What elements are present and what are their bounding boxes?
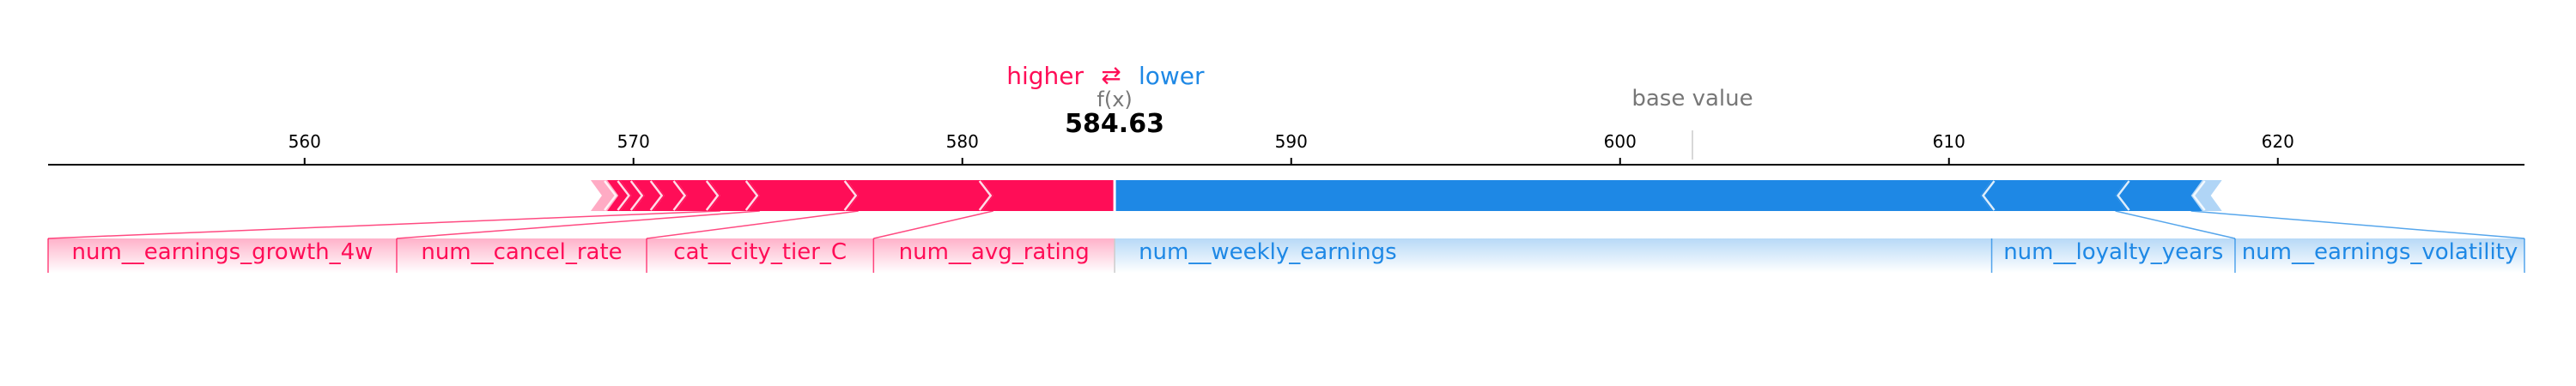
tick-label: 590 bbox=[1275, 131, 1308, 152]
feature-label: num__earnings_volatility bbox=[2242, 239, 2518, 265]
segment-separator bbox=[649, 180, 664, 211]
tick-label: 600 bbox=[1604, 131, 1637, 152]
label-connector bbox=[2190, 210, 2525, 239]
label-connector bbox=[646, 210, 859, 239]
negative-segment-bar bbox=[2115, 180, 2202, 211]
positive-segment-bar bbox=[748, 180, 859, 211]
label-gradient-fill bbox=[1991, 238, 2235, 273]
label-connector bbox=[396, 210, 760, 239]
negative-segment-bar bbox=[1115, 180, 1992, 211]
label-connector bbox=[2115, 210, 2236, 239]
label-gradient-fill bbox=[2234, 238, 2524, 273]
label-gradients bbox=[48, 238, 2524, 273]
segment-separators bbox=[604, 180, 2206, 211]
segment-separator bbox=[705, 180, 720, 211]
tick-label: 620 bbox=[2262, 131, 2294, 152]
positive-segment-bar bbox=[607, 180, 632, 211]
force-bars bbox=[590, 180, 2222, 211]
tick-label: 580 bbox=[946, 131, 979, 152]
label-gradient-fill bbox=[1115, 238, 1992, 273]
segment-separator bbox=[629, 180, 644, 211]
legend: higher ⇄ lower bbox=[1006, 61, 1205, 90]
segment-separator bbox=[843, 180, 858, 211]
segment-separator bbox=[1981, 180, 1996, 211]
positive-segment-bar bbox=[847, 180, 993, 211]
feature-label: num__earnings_growth_4w bbox=[72, 239, 374, 265]
segment-separator bbox=[2116, 180, 2130, 211]
label-connector bbox=[873, 210, 993, 239]
segment-separator bbox=[604, 180, 617, 211]
positive-segment-bar bbox=[620, 180, 645, 211]
label-gradient-fill bbox=[873, 238, 1115, 273]
legend-arrows-icon: ⇄ bbox=[1101, 61, 1121, 89]
feature-label: num__avg_rating bbox=[899, 239, 1090, 265]
feature-label: cat__city_tier_C bbox=[673, 239, 847, 265]
label-gradient-fill bbox=[48, 238, 397, 273]
feature-label: num__loyalty_years bbox=[2003, 239, 2223, 265]
label-gradient-fill bbox=[647, 238, 874, 273]
feature-label: num__weekly_earnings bbox=[1139, 239, 1397, 265]
positive-segment-bar bbox=[590, 180, 619, 211]
legend-higher-label: higher bbox=[1006, 62, 1084, 90]
output-value: 584.63 bbox=[1065, 109, 1164, 139]
output-label: f(x) bbox=[1097, 87, 1132, 112]
positive-segment-bar bbox=[981, 180, 1115, 211]
positive-segment-bar bbox=[708, 180, 760, 211]
tick-label: 570 bbox=[617, 131, 650, 152]
segment-separator bbox=[2192, 180, 2206, 211]
segment-separator bbox=[978, 180, 993, 211]
label-connector bbox=[47, 210, 720, 239]
negative-segment-bar bbox=[1980, 180, 2127, 211]
label-gradient-fill bbox=[396, 238, 647, 273]
feature-label: num__cancel_rate bbox=[421, 239, 622, 265]
positive-segment-bar bbox=[676, 180, 720, 211]
segment-separator bbox=[744, 180, 759, 211]
segment-separator bbox=[672, 180, 687, 211]
segment-separator bbox=[617, 180, 630, 211]
label-connectors bbox=[47, 210, 2525, 273]
feature-labels: num__earnings_growth_4w num__cancel_rate c… bbox=[72, 239, 2518, 265]
legend-lower-label: lower bbox=[1139, 62, 1205, 90]
base-value-label: base value bbox=[1631, 86, 1753, 112]
axis-ticks: 560 570 580 590 600 610 620 bbox=[289, 131, 2294, 165]
tick-label: 560 bbox=[289, 131, 321, 152]
tick-label: 610 bbox=[1933, 131, 1965, 152]
